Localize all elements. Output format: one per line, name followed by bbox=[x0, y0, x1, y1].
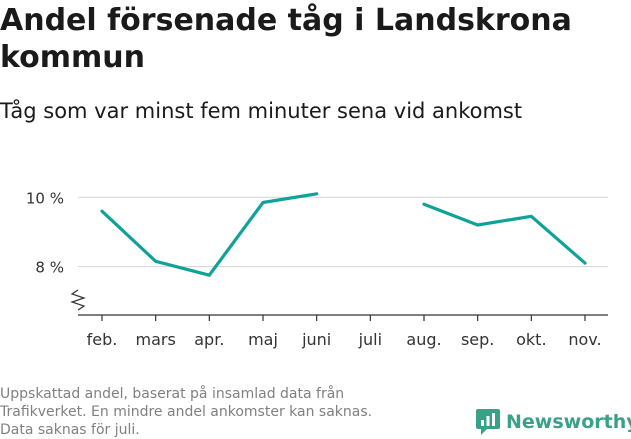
x-tick-label: nov. bbox=[568, 330, 601, 349]
x-tick-label: sep. bbox=[461, 330, 494, 349]
y-tick-labels: 8 % 10 % bbox=[26, 189, 64, 276]
x-tick-label: feb. bbox=[87, 330, 118, 349]
footer-note: Uppskattad andel, baserat på insamlad da… bbox=[0, 385, 440, 439]
x-tick-labels: feb. mars apr. maj juni juli aug. sep. okt. nov. bbox=[87, 330, 602, 349]
brand-name: Newsworthy bbox=[506, 411, 631, 433]
series-line-segment bbox=[100, 192, 319, 277]
series-lines bbox=[100, 192, 587, 277]
x-tick-label: maj bbox=[248, 330, 278, 349]
footer-line-2: Trafikverket. En mindre andel ankomster … bbox=[0, 404, 373, 420]
footer-line-3: Data saknas för juli. bbox=[0, 422, 140, 438]
gridlines bbox=[78, 196, 608, 268]
x-tick-label: juni bbox=[301, 330, 331, 349]
x-tick-label: apr. bbox=[194, 330, 224, 349]
chart-title: Andel försenade tåg i Landskrona kommun bbox=[0, 3, 572, 75]
newsworthy-logo: Newsworthy bbox=[476, 409, 631, 435]
x-tick-label: juli bbox=[358, 330, 382, 349]
footer-line-1: Uppskattad andel, baserat på insamlad da… bbox=[0, 386, 345, 402]
axis-break-mark bbox=[70, 289, 86, 311]
x-tick-label: okt. bbox=[516, 330, 546, 349]
line-chart: 8 % 10 % feb. mars apr. maj juni juli aug. sep. o… bbox=[26, 189, 608, 349]
series-line-segment bbox=[422, 202, 587, 265]
chart-subtitle: Tåg som var minst fem minuter sena vid a… bbox=[0, 99, 523, 123]
y-tick-label: 8 % bbox=[35, 259, 64, 277]
newsworthy-logo-icon bbox=[476, 409, 500, 435]
x-axis bbox=[70, 289, 608, 321]
x-tick-label: mars bbox=[136, 330, 176, 349]
y-tick-label: 10 % bbox=[26, 189, 64, 207]
x-tick-label: aug. bbox=[406, 330, 441, 349]
